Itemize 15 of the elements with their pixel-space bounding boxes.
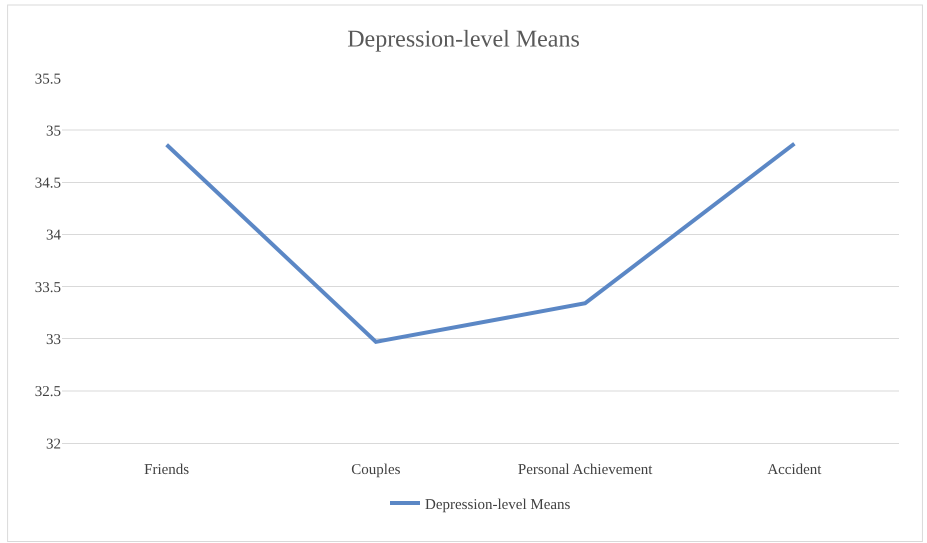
x-tick-label: Friends	[144, 462, 190, 478]
legend-label: Depression-level Means	[425, 496, 571, 513]
x-tick-label: Couples	[351, 462, 401, 478]
y-tick-label: 33	[46, 332, 61, 348]
line-series	[164, 142, 796, 344]
y-tick-label: 35	[46, 123, 61, 140]
y-tick-label: 34	[46, 228, 62, 244]
x-tick-label: Accident	[767, 462, 822, 478]
y-tick-label: 32.5	[34, 384, 61, 400]
x-tick-label: Personal Achievement	[518, 462, 654, 478]
y-tick-label: 33.5	[34, 280, 61, 296]
y-tick-label: 35.5	[34, 71, 61, 88]
y-tick-label: 34.5	[34, 176, 61, 192]
chart-title: Depression-level Means	[347, 26, 580, 52]
y-tick-label: 32	[46, 436, 61, 452]
